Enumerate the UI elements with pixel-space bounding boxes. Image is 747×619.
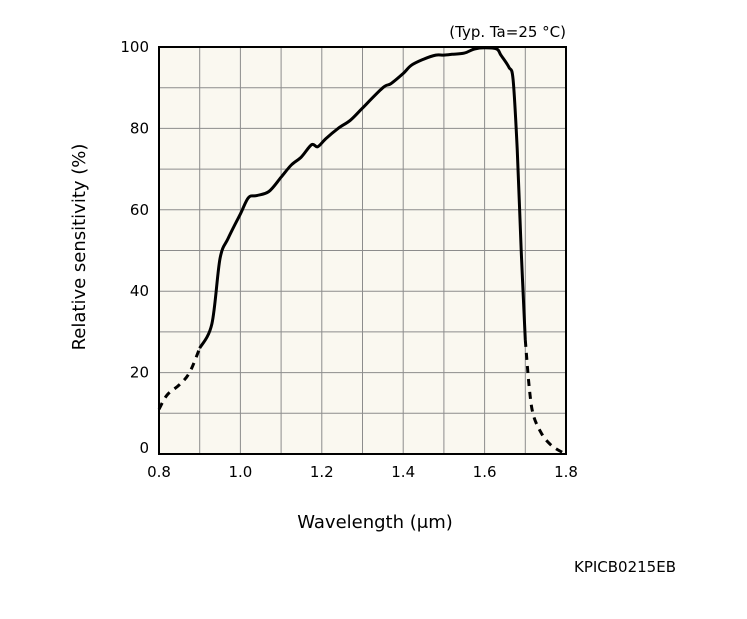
condition-note: (Typ. Ta=25 °C) — [449, 23, 566, 41]
y-tick-label: 20 — [130, 364, 149, 382]
y-axis-label: Relative sensitivity (%) — [69, 144, 90, 351]
figure-code: KPICB0215EB — [574, 558, 676, 576]
y-tick-label: 60 — [130, 201, 149, 219]
x-tick-label: 1.4 — [391, 463, 415, 481]
sensitivity-curves — [157, 46, 567, 456]
x-tick-labels: 0.8 1.0 1.2 1.4 1.6 1.8 — [147, 463, 578, 481]
x-tick-label: 0.8 — [147, 463, 171, 481]
y-tick-label: 80 — [130, 119, 149, 137]
curve-solid — [198, 46, 527, 349]
y-tick-labels: 0 20 40 60 80 100 — [120, 38, 149, 457]
y-tick-label: 0 — [139, 439, 149, 457]
curve-dashed — [523, 339, 567, 456]
x-tick-label: 1.0 — [228, 463, 252, 481]
y-tick-label: 100 — [120, 38, 149, 56]
y-tick-label: 40 — [130, 282, 149, 300]
x-tick-label: 1.6 — [473, 463, 497, 481]
x-tick-label: 1.8 — [554, 463, 578, 481]
x-tick-label: 1.2 — [310, 463, 334, 481]
curve-dashed — [157, 347, 202, 410]
x-axis-label: Wavelength (μm) — [297, 512, 453, 533]
grid — [159, 47, 566, 454]
plot-frame — [158, 46, 567, 455]
